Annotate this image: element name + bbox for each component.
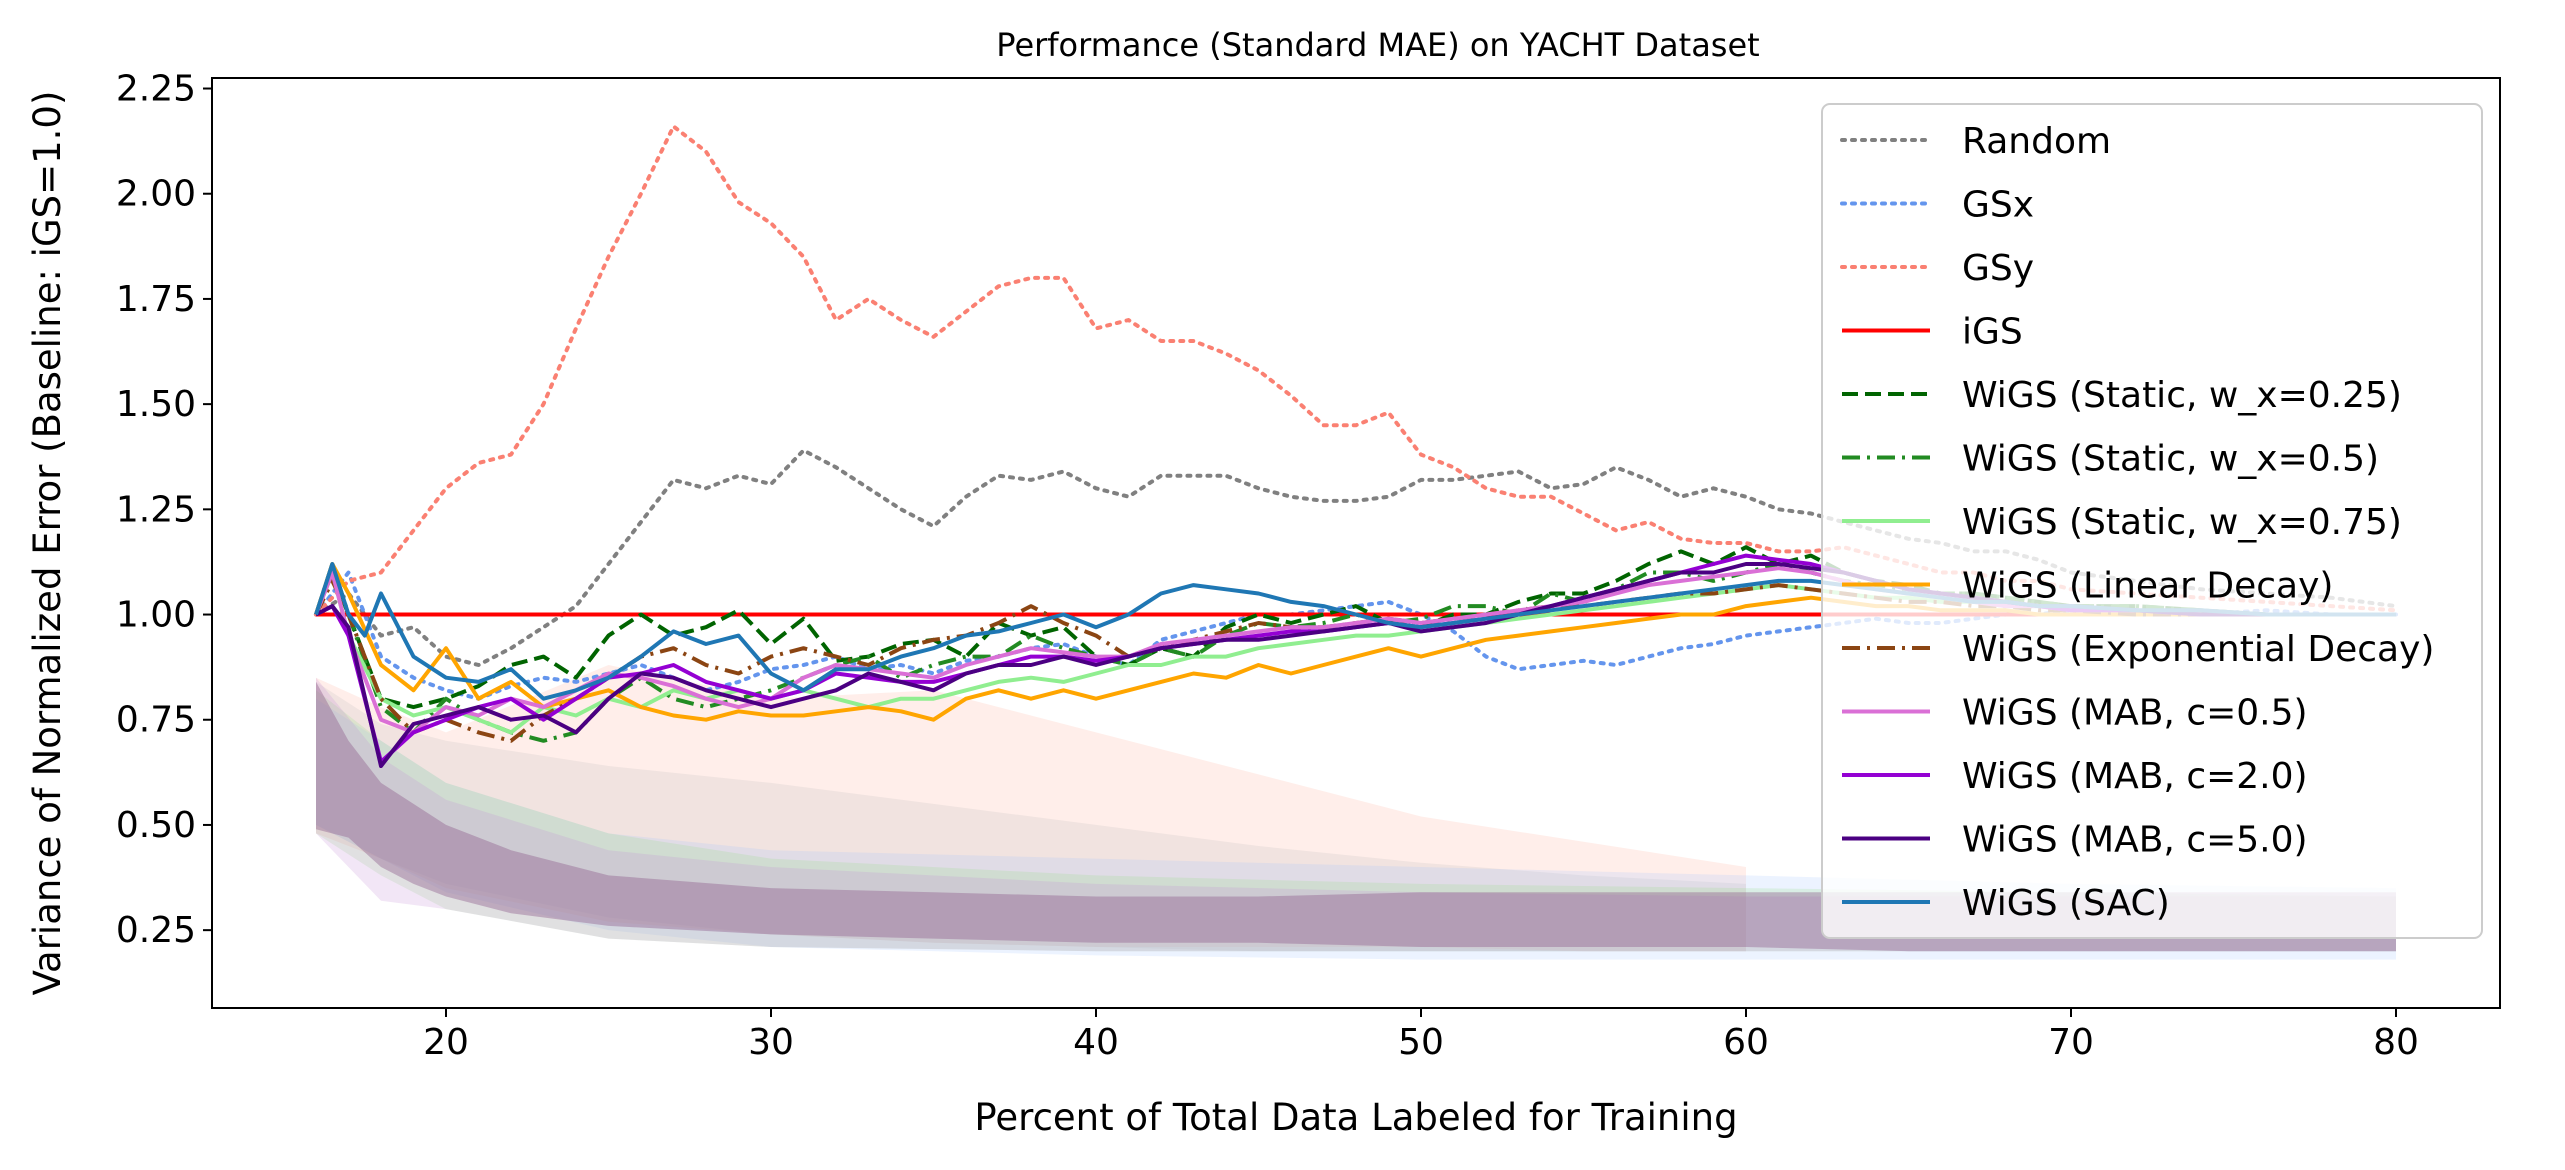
y-tick-label: 0.75 — [116, 700, 196, 741]
x-tick-label: 40 — [1073, 1022, 1119, 1063]
legend-label: WiGS (Static, w_x=0.25) — [1962, 375, 2402, 416]
legend-label: GSy — [1962, 248, 2034, 289]
confidence-band-5 — [316, 677, 2396, 952]
y-tick-label: 0.50 — [116, 805, 196, 846]
chart-title: Performance (Standard MAE) on YACHT Data… — [996, 26, 1759, 64]
x-tick-label: 60 — [1723, 1022, 1769, 1063]
legend-label: WiGS (SAC) — [1962, 883, 2170, 924]
legend-label: GSx — [1962, 185, 2034, 226]
legend-label: WiGS (MAB, c=2.0) — [1962, 756, 2308, 797]
legend-label: Random — [1962, 121, 2111, 162]
series-line-5 — [314, 545, 2396, 710]
x-tick-label: 50 — [1398, 1022, 1444, 1063]
legend-label: WiGS (Exponential Decay) — [1962, 629, 2434, 670]
legend-label: WiGS (MAB, c=5.0) — [1962, 820, 2308, 861]
plot-frame — [211, 77, 2501, 1009]
legend-label: iGS — [1962, 312, 2023, 353]
y-tick-label: 1.50 — [116, 384, 196, 425]
legend-label: WiGS (Linear Decay) — [1962, 566, 2333, 607]
confidence-band-4 — [316, 690, 2396, 952]
y-tick-label: 2.25 — [116, 69, 196, 110]
confidence-band-1 — [316, 665, 1746, 952]
y-tick-label: 1.75 — [116, 279, 196, 320]
x-tick-label: 20 — [423, 1022, 469, 1063]
legend-label: WiGS (Static, w_x=0.5) — [1962, 439, 2379, 480]
x-axis-label: Percent of Total Data Labeled for Traini… — [974, 1096, 1737, 1139]
y-tick-label: 2.00 — [116, 174, 196, 215]
x-tick-label: 80 — [2373, 1022, 2419, 1063]
y-tick-label: 0.25 — [116, 910, 196, 951]
y-axis-label: Variance of Normalized Error (Baseline: … — [26, 91, 69, 996]
legend: Random GSx GSy iGS WiGS (Static, w_x=0.25) Wi… — [1821, 103, 2483, 939]
x-axis-ticks: 20 30 40 50 60 70 80 — [423, 1008, 2419, 1063]
legend-label: WiGS (Static, w_x=0.75) — [1962, 502, 2402, 543]
y-tick-label: 1.00 — [116, 595, 196, 636]
confidence-band-2 — [316, 681, 1746, 952]
legend-label: WiGS (MAB, c=0.5) — [1962, 693, 2308, 734]
legend-box — [1821, 103, 2483, 939]
y-axis-ticks: 0.25 0.50 0.75 1.00 1.25 1.50 1.75 2.00 2.25 — [116, 69, 212, 951]
y-tick-label: 1.25 — [116, 489, 196, 530]
x-tick-label: 30 — [748, 1022, 794, 1063]
x-tick-label: 70 — [2048, 1022, 2094, 1063]
